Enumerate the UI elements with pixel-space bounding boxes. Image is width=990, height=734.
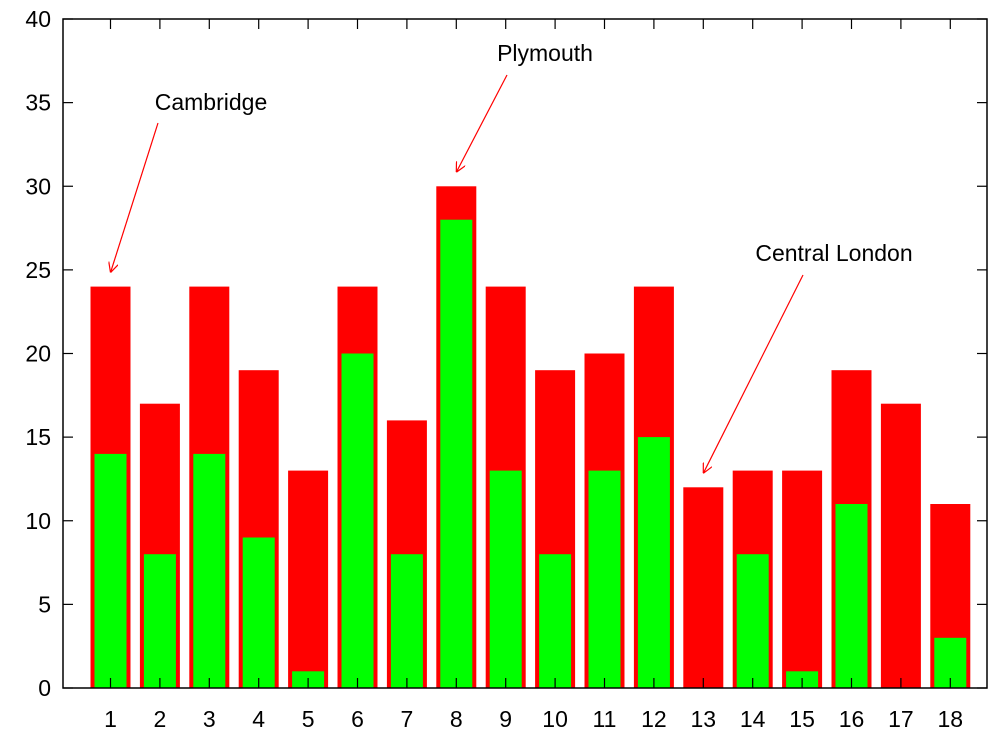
y-tick-label: 35: [25, 90, 51, 116]
bar-series2-3: [193, 453, 226, 688]
bar-series2-4: [242, 537, 275, 688]
bar-series2-11: [588, 470, 621, 688]
y-tick-label: 25: [25, 257, 51, 283]
y-tick-label: 10: [25, 508, 51, 534]
annotation-arrow: [456, 74, 508, 172]
x-tick-label: 10: [542, 706, 568, 732]
x-tick-label: 8: [450, 706, 463, 732]
x-tick-label: 1: [104, 706, 117, 732]
bar-series1-15: [782, 470, 823, 688]
x-tick-label: 3: [203, 706, 216, 732]
annotation-arrow: [703, 274, 804, 473]
x-tick-label: 16: [839, 706, 865, 732]
x-tick-label: 14: [740, 706, 766, 732]
bar-series2-1: [94, 453, 127, 688]
y-tick-label: 15: [25, 424, 51, 450]
x-tick-label: 15: [789, 706, 815, 732]
x-tick-label: 12: [641, 706, 667, 732]
bar-series2-12: [637, 437, 670, 688]
x-tick-label: 5: [302, 706, 315, 732]
x-tick-label: 18: [938, 706, 964, 732]
bar-series1-13: [683, 487, 724, 688]
bar-series2-16: [835, 504, 868, 688]
x-tick-label: 17: [888, 706, 914, 732]
bars-layer: [90, 186, 971, 689]
annotation-label: Central London: [755, 240, 912, 266]
x-tick-label: 11: [593, 706, 617, 732]
y-tick-label: 5: [38, 591, 51, 617]
bar-series1-17: [880, 403, 921, 688]
x-tick-label: 6: [351, 706, 364, 732]
x-tick-label: 7: [401, 706, 414, 732]
bar-series2-7: [390, 554, 423, 688]
bar-series2-2: [143, 554, 176, 688]
annotation-layer: Cambridge Plymouth Central London: [111, 40, 913, 473]
y-tick-label: 0: [38, 675, 51, 701]
annotation-label: Plymouth: [497, 40, 593, 66]
y-tick-label: 20: [25, 341, 51, 367]
x-tick-label: 9: [499, 706, 512, 732]
bar-series2-9: [489, 470, 522, 688]
bar-series2-10: [539, 554, 572, 688]
bar-series1-5: [288, 470, 329, 688]
y-tick-label: 40: [25, 6, 51, 32]
bar-series2-8: [440, 219, 473, 688]
annotation-arrow: [111, 122, 159, 273]
x-tick-label: 4: [252, 706, 265, 732]
bar-series2-6: [341, 353, 374, 688]
y-tick-label: 30: [25, 173, 51, 199]
x-tick-label: 2: [154, 706, 167, 732]
bar-series2-14: [736, 554, 769, 688]
x-tick-label: 13: [691, 706, 717, 732]
annotation-label: Cambridge: [155, 89, 268, 115]
